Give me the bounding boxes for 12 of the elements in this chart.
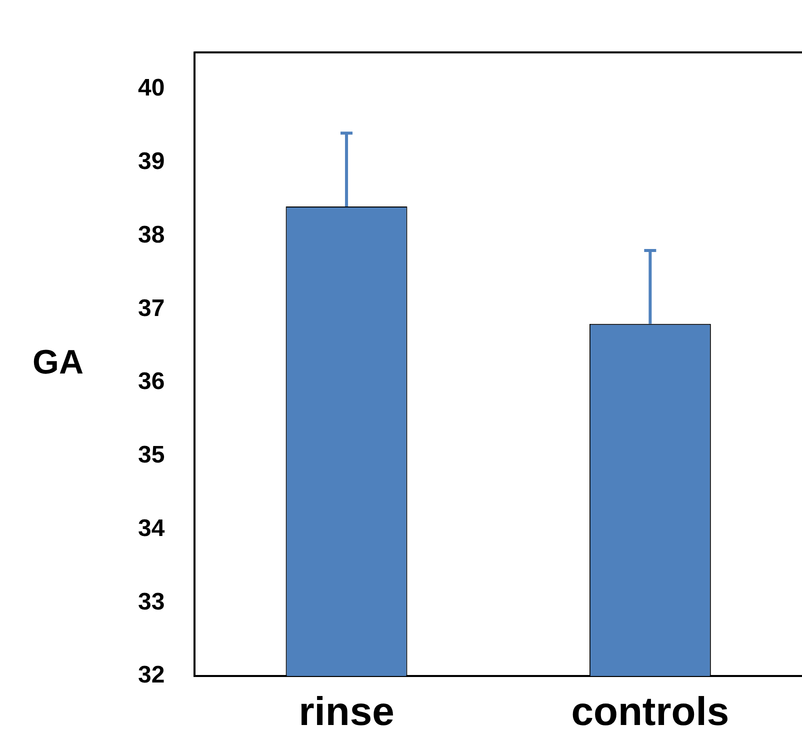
y-tick-label: 39 [138, 148, 165, 176]
y-axis-title: GA [32, 344, 84, 382]
y-tick-label: 36 [138, 368, 165, 396]
y-tick-label: 34 [138, 514, 166, 542]
y-tick-label: 37 [138, 294, 165, 322]
x-tick-label: controls [571, 690, 730, 734]
y-tick-label: 40 [138, 74, 165, 102]
y-tick-label: 33 [138, 588, 165, 616]
x-tick-label: rinse [298, 690, 394, 734]
y-tick-label: 32 [138, 662, 165, 689]
y-tick-label: 35 [138, 442, 165, 469]
y-tick-label: 38 [138, 221, 165, 248]
